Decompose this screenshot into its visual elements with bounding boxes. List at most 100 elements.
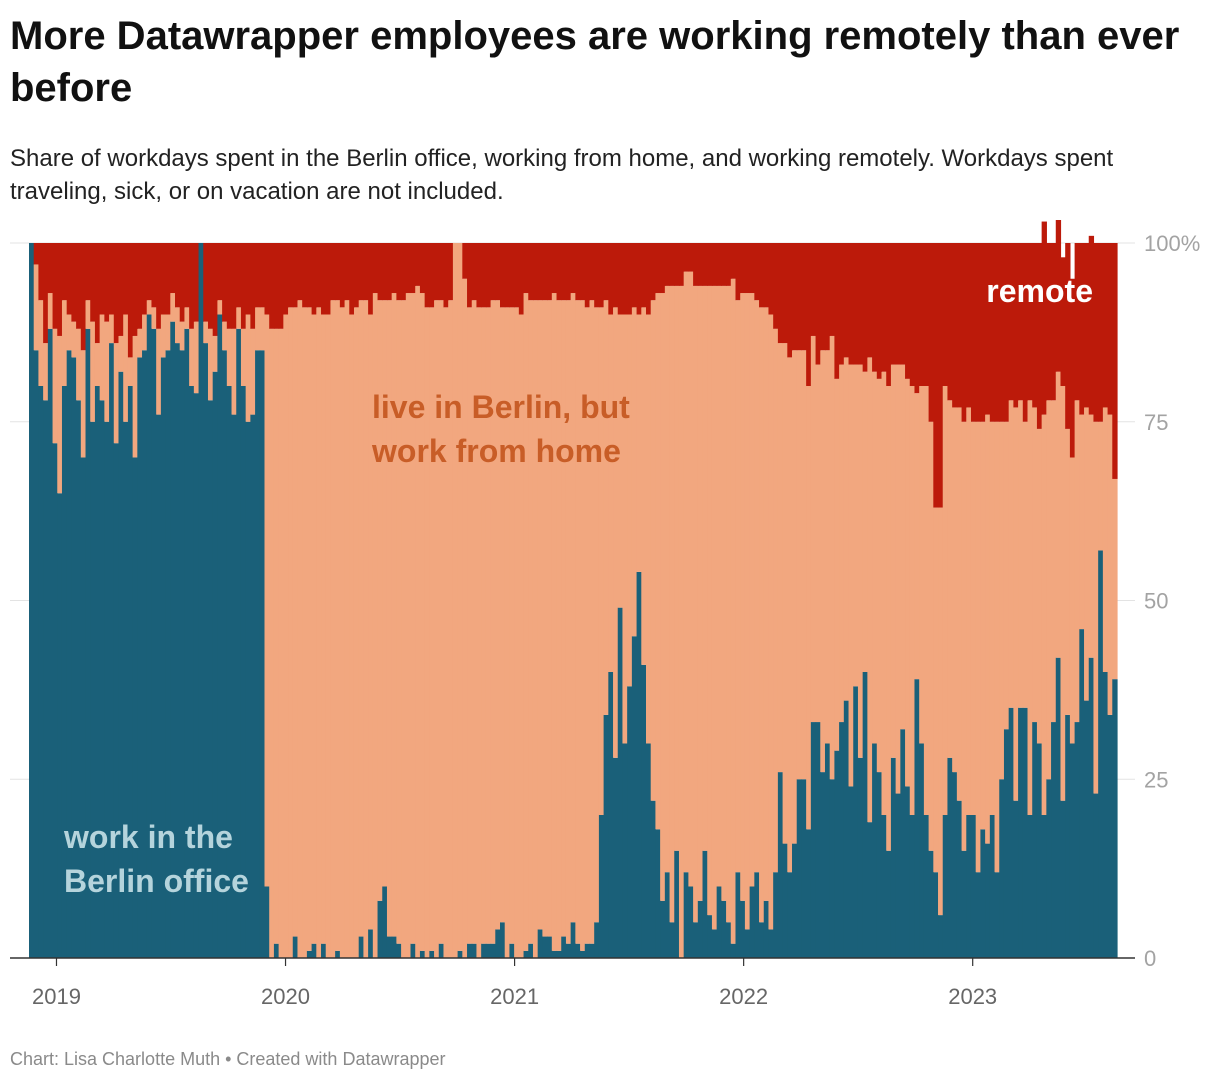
bar-segment — [848, 786, 854, 958]
bar-segment — [142, 314, 148, 351]
bar-segment — [1084, 700, 1090, 958]
bar-segment — [245, 421, 251, 958]
bar-segment — [777, 343, 784, 773]
bar-segment — [353, 307, 360, 959]
bar-segment — [175, 343, 181, 959]
bar-segment — [914, 679, 920, 958]
bar-segment — [419, 950, 426, 958]
bar-segment — [938, 243, 944, 508]
bar-segment — [1022, 707, 1029, 958]
bar-segment — [603, 243, 609, 301]
bar-segment — [683, 243, 689, 272]
bar-segment — [339, 307, 346, 959]
bar-segment — [956, 800, 963, 958]
bar-segment — [80, 457, 87, 958]
bar-segment — [970, 815, 977, 958]
bar-segment — [636, 243, 642, 315]
bar-segment — [914, 393, 920, 680]
bar-segment — [184, 328, 190, 958]
bar-segment — [613, 307, 619, 758]
bar-segment — [33, 264, 40, 351]
bar-segment — [132, 457, 138, 958]
bar-segment — [589, 300, 595, 944]
bar-segment — [386, 936, 393, 958]
bar-segment — [118, 243, 124, 336]
bar-segment — [273, 243, 280, 329]
bar-segment — [1032, 722, 1038, 958]
bar-segment — [1055, 657, 1062, 958]
bar-segment — [711, 929, 718, 958]
bar-segment — [391, 243, 397, 294]
bar-segment — [853, 243, 859, 365]
bar-segment — [843, 243, 850, 358]
bar-segment — [66, 243, 72, 315]
bar-segment — [47, 293, 54, 329]
bar-segment — [471, 300, 478, 944]
bar-segment — [928, 421, 934, 851]
bar-segment — [236, 307, 242, 329]
bar-segment — [688, 271, 694, 887]
bar-segment — [810, 335, 817, 723]
bar-segment — [165, 243, 171, 315]
bar-segment — [123, 314, 129, 422]
bar-segment — [613, 243, 619, 308]
bar-segment — [151, 328, 157, 958]
bar-segment — [923, 815, 930, 958]
bar-segment — [306, 307, 313, 951]
bar-segment — [815, 243, 821, 365]
bar-segment — [970, 243, 977, 422]
bar-segment — [707, 915, 713, 958]
bar-segment — [641, 664, 647, 958]
bar-segment — [80, 243, 87, 351]
bar-segment — [419, 243, 426, 294]
bar-segment — [848, 364, 854, 787]
bar-segment — [57, 493, 63, 958]
bar-segment — [321, 943, 327, 958]
bar-segment — [806, 386, 812, 830]
bar-segment — [1041, 815, 1047, 958]
bar-segment — [674, 285, 680, 851]
bar-segment — [810, 243, 817, 336]
bar-segment — [575, 300, 581, 944]
bar-segment — [368, 243, 374, 315]
x-tick-label: 2022 — [719, 984, 768, 1009]
bar-segment — [952, 407, 958, 773]
x-tick-label: 2019 — [32, 984, 81, 1009]
bar-segment — [156, 414, 162, 959]
bar-segment — [594, 243, 600, 308]
bar-segment — [598, 243, 605, 308]
bar-segment — [490, 300, 496, 944]
bar-segment — [170, 321, 176, 958]
bar-segment — [942, 386, 949, 815]
bar-segment — [467, 243, 473, 308]
bar-segment — [1107, 414, 1113, 715]
bar-segment — [980, 829, 986, 958]
bar-segment — [1055, 220, 1062, 372]
bar-segment — [787, 872, 793, 958]
bar-segment — [523, 950, 529, 958]
bar-segment — [900, 364, 906, 730]
bar-segment — [777, 243, 784, 344]
bar-segment — [740, 900, 746, 958]
bar-segment — [580, 300, 586, 951]
bar-segment — [52, 328, 58, 444]
bar-segment — [259, 307, 266, 351]
bar-segment — [674, 850, 680, 958]
bar-segment — [203, 243, 209, 322]
bar-segment — [104, 243, 110, 322]
bar-segment — [688, 886, 694, 958]
bar-segment — [358, 243, 365, 301]
bar-segment — [834, 750, 840, 958]
bar-segment — [980, 243, 986, 422]
bar-segment — [1003, 421, 1010, 730]
bar-segment — [240, 328, 247, 386]
bar-segment — [895, 793, 901, 958]
bar-segment — [160, 357, 167, 958]
bar-segment — [231, 414, 237, 959]
bar-segment — [57, 335, 63, 494]
bar-segment — [664, 243, 671, 286]
y-tick-label: 0 — [1144, 946, 1156, 971]
bar-segment — [537, 243, 543, 301]
bar-segment — [646, 743, 652, 958]
bar-segment — [678, 243, 685, 286]
